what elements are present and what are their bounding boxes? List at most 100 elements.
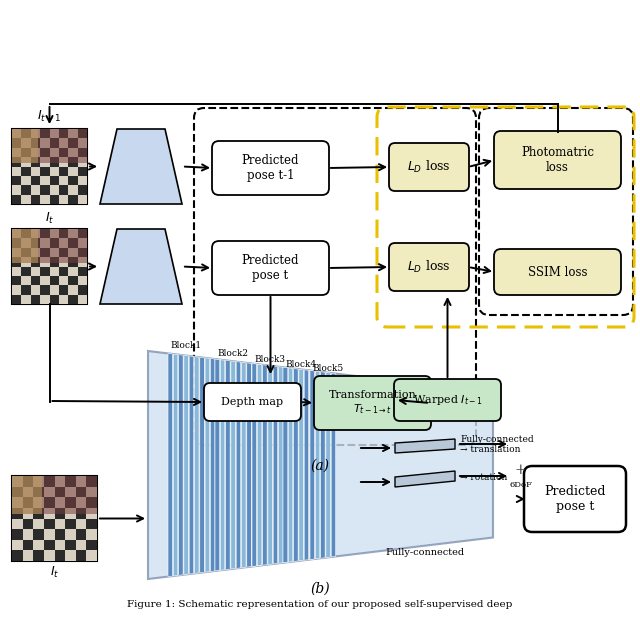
Bar (12, 167, 21, 176)
Bar (76, 487, 86, 497)
Bar (59, 185, 68, 194)
Text: → translation: → translation (460, 444, 520, 453)
Bar (65, 551, 76, 561)
FancyBboxPatch shape (314, 376, 431, 430)
Bar (68, 285, 77, 294)
Bar (31, 229, 40, 238)
Bar (44, 487, 54, 497)
FancyBboxPatch shape (494, 249, 621, 295)
FancyBboxPatch shape (494, 131, 621, 189)
Text: $I_{t}$: $I_{t}$ (50, 565, 59, 580)
Bar (59, 285, 68, 294)
Bar (59, 167, 68, 176)
Polygon shape (262, 365, 267, 565)
Bar (12, 267, 21, 276)
Polygon shape (310, 370, 314, 560)
Bar (68, 267, 77, 276)
Text: SSIM loss: SSIM loss (528, 265, 588, 278)
Bar (40, 276, 49, 285)
Bar (12, 476, 97, 515)
Bar (21, 185, 31, 194)
Polygon shape (148, 351, 493, 579)
Bar (12, 129, 38, 163)
Bar (49, 257, 59, 267)
Polygon shape (395, 471, 455, 487)
Bar (40, 285, 49, 294)
Bar (44, 540, 54, 551)
Bar (54, 497, 65, 508)
Bar (33, 518, 44, 529)
Bar (59, 147, 68, 157)
Text: Predicted
pose t: Predicted pose t (242, 254, 300, 282)
Bar (68, 129, 77, 138)
Bar (12, 276, 21, 285)
Polygon shape (226, 361, 230, 570)
Bar (68, 138, 77, 147)
Bar (77, 167, 87, 176)
Bar (12, 129, 21, 138)
Bar (12, 518, 22, 529)
Bar (31, 157, 40, 167)
Polygon shape (100, 229, 182, 304)
Bar (65, 497, 76, 508)
Bar (12, 147, 21, 157)
Bar (33, 508, 44, 518)
Bar (12, 476, 22, 487)
Bar (49, 285, 59, 294)
Bar (86, 487, 97, 497)
Bar (31, 294, 40, 304)
Polygon shape (304, 370, 308, 560)
Bar (44, 508, 54, 518)
Bar (86, 476, 97, 487)
Bar (12, 157, 21, 167)
Bar (77, 285, 87, 294)
Bar (49, 194, 59, 204)
Bar (12, 476, 97, 561)
Text: $I_{t}$: $I_{t}$ (45, 211, 54, 226)
Text: (a): (a) (310, 459, 330, 473)
Bar (31, 276, 40, 285)
Bar (12, 129, 87, 204)
Polygon shape (273, 366, 278, 564)
Bar (86, 508, 97, 518)
Bar (65, 529, 76, 540)
Bar (12, 540, 22, 551)
Polygon shape (321, 372, 325, 558)
Bar (49, 176, 59, 185)
Bar (65, 487, 76, 497)
Bar (12, 229, 38, 263)
Bar (12, 129, 87, 163)
Text: $I_{t-1}$: $I_{t-1}$ (37, 109, 62, 124)
Bar (31, 257, 40, 267)
FancyBboxPatch shape (212, 141, 329, 195)
Bar (33, 529, 44, 540)
Text: Block2: Block2 (217, 348, 248, 357)
Bar (21, 267, 31, 276)
Polygon shape (268, 365, 273, 565)
Bar (40, 257, 49, 267)
Bar (33, 540, 44, 551)
Bar (77, 238, 87, 248)
Bar (49, 294, 59, 304)
Bar (54, 518, 65, 529)
Bar (40, 157, 49, 167)
Bar (31, 138, 40, 147)
Bar (12, 138, 21, 147)
Bar (40, 238, 49, 248)
Polygon shape (332, 373, 336, 557)
Bar (77, 276, 87, 285)
Bar (59, 138, 68, 147)
Bar (76, 518, 86, 529)
FancyBboxPatch shape (394, 379, 501, 421)
Bar (68, 276, 77, 285)
Polygon shape (211, 359, 215, 571)
Bar (77, 157, 87, 167)
Polygon shape (173, 354, 178, 576)
Bar (22, 551, 33, 561)
Bar (59, 257, 68, 267)
Text: Predicted
pose t: Predicted pose t (544, 485, 605, 513)
Bar (59, 267, 68, 276)
Bar (12, 529, 22, 540)
Bar (44, 476, 54, 487)
Bar (40, 138, 49, 147)
